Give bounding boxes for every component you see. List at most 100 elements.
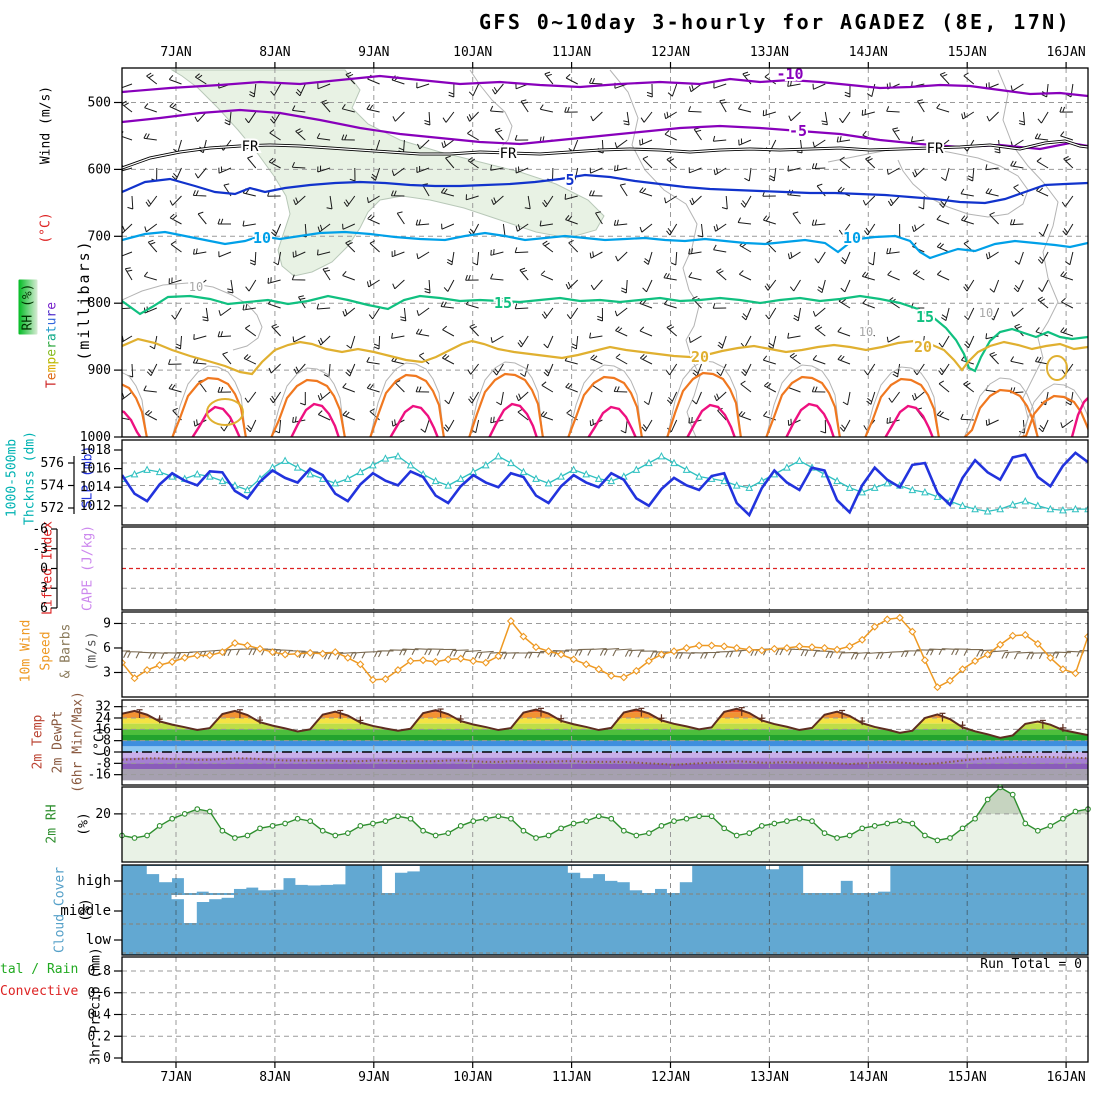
cloud-bar-high [320,866,334,885]
cloud-bar-high [679,866,693,883]
temp-contour-15 [122,294,1088,373]
temp-band [122,740,1088,747]
rh2m-panel: 20 [95,784,1091,863]
cloud-bar-high [766,866,779,870]
tick-label: 0.2 [88,1029,111,1044]
wind10-panel: 3 6 9 [103,611,1089,698]
contour-label: -10 [776,65,803,83]
cloud-bar-high [382,866,395,893]
axis-label-convective: Convective [0,984,79,999]
tick-label: 600 [88,162,111,177]
cloud-bar-high [159,866,173,883]
upper-wind-barbs [122,71,1074,434]
tick-label: 1012 [80,499,111,514]
day-label-top: 10JAN [453,45,492,60]
day-label-top: 9JAN [358,45,389,60]
day-label-bottom: 11JAN [552,1070,591,1085]
cloud-bar-high [295,866,309,885]
rh-contour [469,69,513,151]
cloud-bar-high [865,866,878,893]
tick-label: 20 [95,807,111,822]
tick-label: 1014 [80,480,111,495]
cloud-bar-high [283,866,296,879]
tick-label: -8 [95,756,111,771]
rh-fill [122,787,1088,862]
day-label-bottom: 8JAN [259,1070,290,1085]
tick-label: 6 [40,601,48,616]
cloud-bar-high [307,866,321,886]
tick-label: -3 [32,542,48,557]
tick-label: 9 [103,616,111,631]
tick-label: 800 [88,296,111,311]
temp-band [122,717,1088,724]
temp-contour-5 [122,173,1088,205]
cloud-bar-middle [171,895,185,900]
tick-label: 0.8 [88,964,111,979]
cloud-bar-high [592,866,606,875]
contour-label: 20 [914,338,932,356]
temp-contour-20 [122,337,1088,376]
temp-contour--10 [122,74,1088,98]
temp-contour-10 [122,230,1088,260]
temp-band [122,769,1088,781]
cloud-bar-high [146,866,160,875]
cloud-bar-high [221,866,234,893]
cloud-bar-high [803,866,817,893]
cloud-bar-high [666,866,680,893]
tick-label: 1016 [80,462,111,477]
cloud-row-label: middle [60,903,111,919]
temp-band [122,708,1088,713]
li-cape-panel: -6 -3 0 3 6 [32,522,1089,616]
day-label-bottom: 13JAN [750,1070,789,1085]
cloud-bar-high [183,866,197,893]
tick-label: 572 [41,501,64,516]
tick-label: 574 [41,479,65,494]
day-label-bottom: 16JAN [1047,1070,1086,1085]
day-label-bottom: 14JAN [849,1070,888,1085]
tick-label: 0 [103,1051,111,1066]
tick-label: 0 [40,562,48,577]
day-label-bottom: 10JAN [453,1070,492,1085]
cloud-bar-high [840,866,854,881]
dewpoint-line [121,755,1089,766]
tick-label: 700 [88,229,111,244]
temp-band [122,763,1088,770]
day-label-top: 8JAN [259,45,290,60]
tick-label: 500 [88,96,111,111]
cloud-bar-high [827,866,841,893]
rh-contour [122,282,263,351]
cloud-bar-high [815,866,829,893]
temp-band [122,746,1088,752]
tick-label: 576 [41,456,64,471]
cloud-bar-middle [221,895,234,898]
slp-line [122,451,1088,518]
contour-label: -5 [789,122,807,140]
fr-label: FR [927,141,944,157]
day-label-top: 15JAN [948,45,987,60]
day-label-top: 7JAN [160,45,191,60]
upper-air-panel: -10 -5 5 10 10 15 15 20 20 FR FR FR 10 10 10 500 600 700 8… [80,45,1089,445]
tick-label: -6 [32,522,48,537]
tick-label: 32 [95,700,111,715]
cloud-bar-high [270,866,284,890]
cloud-bar-middle [196,895,210,902]
tick-label: -16 [88,768,111,783]
cloud-bar-high [171,866,185,879]
page-title: GFS 0~10day 3-hourly for AGADEZ (8E, 17N… [478,10,1072,34]
cloud-bar-high [567,866,581,873]
tick-label: 24 [95,711,111,726]
contour-label: 5 [565,171,574,189]
cloud-row-label: high [77,873,111,889]
day-label-bottom: 9JAN [358,1070,389,1085]
day-label-bottom: 7JAN [160,1070,191,1085]
cloud-bar-high [852,866,866,893]
thickness-line [122,455,1088,513]
run-total-label: Run Total = 0 [980,957,1082,972]
rh-contour-label: 10 [189,280,203,294]
temp-band [122,757,1088,764]
rh-contour [997,69,1059,437]
fr-label: FR [242,139,259,155]
tick-label: 900 [88,363,111,378]
